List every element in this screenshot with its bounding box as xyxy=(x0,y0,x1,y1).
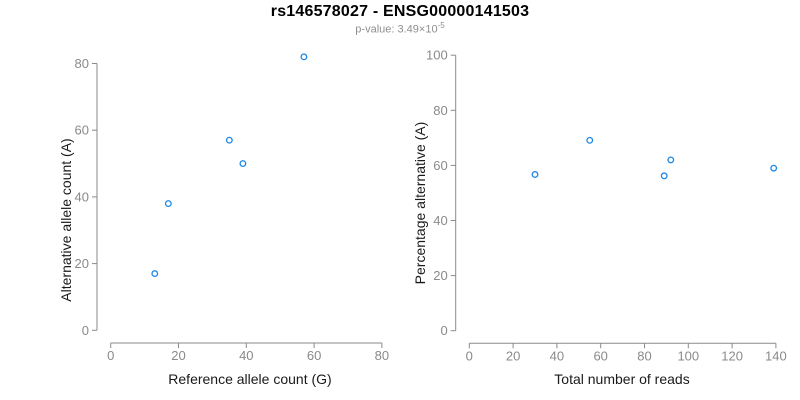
data-point xyxy=(239,160,247,167)
y-tick-label: 0 xyxy=(440,323,447,338)
right-plot-x-axis-title: Total number of reads xyxy=(554,371,689,387)
x-tick-label: 40 xyxy=(550,348,564,363)
figure-title: rs146578027 - ENSG00000141503 xyxy=(270,3,530,20)
left-plot: 0 20 40 60 80 0 20 40 60 80 xyxy=(75,0,396,363)
y-tick-label: 60 xyxy=(433,158,447,173)
data-point xyxy=(164,200,172,208)
right-plot-y-axis xyxy=(450,54,457,332)
right-plot-y-axis-title: Percentage alternative (A) xyxy=(412,122,428,285)
left-plot-x-axis-title: Reference allele count (G) xyxy=(168,371,331,387)
left-plot-x-axis xyxy=(110,342,383,348)
left-plot-fit-line xyxy=(111,0,396,330)
x-tick-label: 140 xyxy=(765,348,787,363)
y-tick-label: 20 xyxy=(75,256,89,271)
data-point xyxy=(300,53,308,61)
data-point xyxy=(531,171,539,178)
x-tick-label: 120 xyxy=(721,348,743,363)
x-tick-label: 100 xyxy=(677,348,699,363)
left-plot-y-axis xyxy=(92,63,98,331)
p-value-exponent: -5 xyxy=(437,21,445,30)
x-tick-label: 40 xyxy=(239,348,253,363)
left-plot-reference-line xyxy=(97,50,395,343)
right-plot-x-axis xyxy=(468,342,777,349)
p-value-text: p-value: 3.49×10 xyxy=(355,23,438,36)
y-tick-label: 80 xyxy=(433,103,447,118)
y-tick-label: 60 xyxy=(75,123,89,138)
x-tick-label: 0 xyxy=(466,348,473,363)
y-tick-label: 20 xyxy=(433,268,447,283)
x-tick-label: 0 xyxy=(107,348,114,363)
data-point xyxy=(770,164,778,172)
x-tick-label: 20 xyxy=(506,348,520,363)
data-point xyxy=(151,270,159,278)
y-tick-label: 80 xyxy=(75,56,89,71)
x-tick-label: 60 xyxy=(307,348,321,363)
data-point xyxy=(225,136,233,144)
data-point xyxy=(586,136,594,144)
x-tick-label: 20 xyxy=(171,348,185,363)
y-tick-label: 40 xyxy=(433,213,447,228)
y-tick-label: 100 xyxy=(426,48,448,63)
left-plot-y-axis-title: Alternative allele count (A) xyxy=(58,138,74,301)
x-tick-label: 60 xyxy=(593,348,607,363)
x-tick-label: 80 xyxy=(637,348,651,363)
right-plot: 0 20 40 60 80 100 0 20 40 60 80 100 120 140 xyxy=(426,48,787,364)
data-point xyxy=(667,156,675,164)
y-tick-label: 0 xyxy=(82,323,89,338)
y-tick-label: 40 xyxy=(75,189,89,204)
figure-subtitle: p-value: 3.49×10-5 xyxy=(0,21,800,36)
x-tick-label: 80 xyxy=(375,348,389,363)
data-point xyxy=(660,172,668,180)
